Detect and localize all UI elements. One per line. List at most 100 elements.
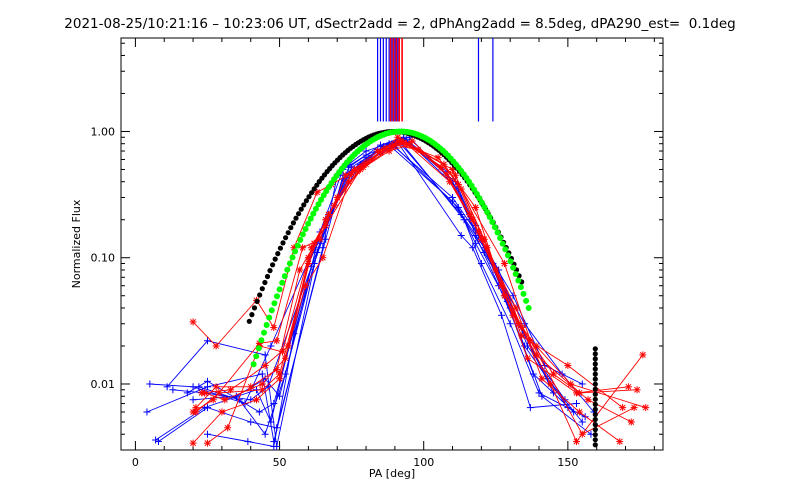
marker-stroke bbox=[190, 440, 197, 447]
green-model-dot bbox=[261, 329, 267, 336]
blue-point-marker bbox=[267, 342, 275, 350]
marker-stroke bbox=[455, 181, 462, 188]
y-tick-label: 1.00 bbox=[91, 125, 116, 138]
marker-stroke bbox=[276, 375, 283, 382]
chart-title: 2021-08-25/10:21:16 – 10:23:06 UT, dSect… bbox=[64, 16, 736, 32]
black-model-dot bbox=[309, 190, 315, 196]
axes-group: 0 50 100 150 0.01 0.10 1.00 bbox=[91, 38, 663, 469]
red-point-marker bbox=[405, 141, 413, 149]
blue-point-marker bbox=[477, 260, 485, 268]
red-point-marker bbox=[310, 239, 318, 247]
red-series-line bbox=[192, 136, 632, 423]
marker-stroke bbox=[458, 186, 465, 192]
black-model-dot bbox=[306, 194, 312, 200]
black-model-dot bbox=[311, 186, 317, 192]
black-model-dot bbox=[298, 206, 304, 212]
black-model-dot bbox=[254, 298, 260, 304]
marker-stroke bbox=[452, 172, 459, 179]
red-point-marker bbox=[203, 439, 211, 447]
green-model-dot bbox=[517, 284, 524, 291]
marker-stroke bbox=[435, 154, 442, 161]
black-model-dot bbox=[592, 376, 598, 382]
green-model-dot bbox=[520, 290, 527, 297]
marker-stroke bbox=[319, 254, 326, 261]
marker-stroke bbox=[374, 148, 381, 154]
red-point-marker bbox=[258, 386, 266, 394]
red-point-marker bbox=[619, 404, 627, 412]
y-axis-label: Normalized Flux bbox=[70, 199, 83, 288]
red-point-marker bbox=[434, 154, 442, 162]
marker-stroke bbox=[478, 236, 485, 243]
blue-point-marker bbox=[261, 351, 269, 359]
blue-series-line bbox=[193, 144, 583, 401]
marker-stroke bbox=[193, 409, 199, 415]
red-point-marker bbox=[299, 244, 307, 252]
blue-point-marker bbox=[152, 436, 160, 444]
marker-stroke bbox=[642, 404, 649, 411]
marker-stroke bbox=[273, 337, 280, 344]
blue-point-marker bbox=[535, 389, 543, 397]
red-point-marker bbox=[227, 386, 235, 394]
black-model-dot bbox=[264, 273, 271, 280]
red-point-marker bbox=[253, 396, 260, 404]
blue-point-marker bbox=[143, 408, 151, 416]
blue-point-marker bbox=[261, 430, 269, 438]
x-tick-label: 0 bbox=[132, 456, 139, 469]
blue-point-marker bbox=[538, 392, 546, 400]
black-model-dot bbox=[283, 235, 289, 241]
marker-stroke bbox=[218, 409, 225, 415]
red-point-marker bbox=[575, 408, 583, 416]
blue-point-marker bbox=[146, 380, 154, 388]
green-model-dot bbox=[473, 190, 480, 197]
black-model-dot bbox=[246, 318, 252, 324]
blue-series-line bbox=[207, 136, 574, 448]
black-model-dot bbox=[592, 351, 598, 357]
red-point-marker bbox=[261, 362, 269, 370]
black-model-dot bbox=[293, 215, 299, 221]
green-model-dot bbox=[299, 231, 306, 238]
red-point-marker bbox=[408, 137, 416, 145]
green-model-dot bbox=[315, 201, 322, 208]
green-model-dot bbox=[307, 215, 314, 222]
blue-series-line bbox=[187, 141, 586, 418]
marker-stroke bbox=[625, 383, 632, 390]
blue-point-marker bbox=[270, 442, 278, 450]
black-model-dot bbox=[592, 356, 598, 362]
black-model-dot bbox=[275, 251, 281, 257]
green-model-dot bbox=[491, 224, 498, 231]
marker-stroke bbox=[579, 431, 586, 438]
green-model-dot bbox=[271, 300, 278, 307]
marker-stroke bbox=[567, 381, 574, 387]
blue-point-marker bbox=[581, 413, 589, 421]
red-series-line bbox=[195, 141, 644, 443]
green-model-dot bbox=[484, 209, 491, 215]
red-point-marker bbox=[512, 304, 520, 312]
marker-stroke bbox=[253, 396, 260, 403]
red-point-marker bbox=[302, 282, 310, 290]
red-point-marker bbox=[584, 396, 592, 404]
green-model-dot bbox=[292, 248, 299, 255]
red-point-marker bbox=[538, 375, 546, 383]
green-model-dot bbox=[515, 277, 522, 284]
marker-stroke bbox=[547, 381, 554, 387]
green-model-dot bbox=[476, 195, 483, 202]
marker-stroke bbox=[334, 194, 341, 201]
red-point-marker bbox=[451, 171, 459, 179]
black-model-dot bbox=[592, 442, 598, 448]
marker-stroke bbox=[501, 260, 508, 267]
black-model-dot bbox=[592, 346, 598, 352]
marker-stroke bbox=[311, 240, 318, 247]
marker-stroke bbox=[342, 172, 349, 179]
red-point-marker bbox=[518, 332, 526, 340]
blue-point-marker bbox=[529, 370, 537, 378]
red-point-marker bbox=[642, 404, 650, 412]
black-model-dot bbox=[592, 437, 598, 443]
red-point-marker bbox=[284, 342, 292, 350]
blue-point-marker bbox=[498, 311, 506, 319]
marker-stroke bbox=[314, 189, 320, 196]
marker-stroke bbox=[386, 148, 393, 154]
blue-point-marker bbox=[573, 400, 581, 408]
red-point-marker bbox=[198, 389, 206, 397]
marker-stroke bbox=[302, 282, 309, 289]
black-model-dot bbox=[592, 427, 598, 433]
